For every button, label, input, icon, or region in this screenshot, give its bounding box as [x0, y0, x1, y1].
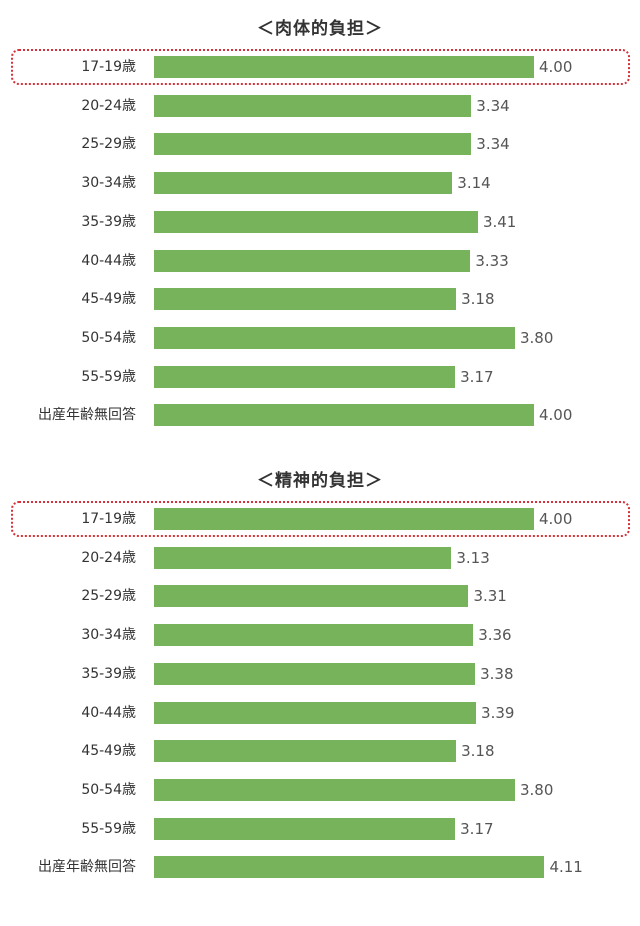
category-label: 25-29歳	[81, 136, 136, 152]
category-label: 17-19歳	[81, 511, 136, 527]
category-label: 55-59歳	[81, 369, 136, 385]
value-label: 3.31	[473, 587, 507, 605]
bar	[154, 95, 472, 117]
highlight-box	[11, 49, 630, 85]
value-label: 3.38	[480, 665, 514, 683]
bar	[154, 740, 457, 762]
bar	[154, 172, 453, 194]
bar	[154, 856, 545, 878]
bar-row: 20-24歳 3.34	[0, 87, 640, 125]
category-label: 35-39歳	[81, 214, 136, 230]
bar-row: 出産年齢無回答 4.11	[0, 848, 640, 886]
bar-row: 20-24歳 3.13	[0, 539, 640, 577]
bar	[154, 547, 452, 569]
bar-row: 50-54歳 3.80	[0, 771, 640, 809]
bar-row: 55-59歳 3.17	[0, 358, 640, 396]
bar-row: 30-34歳 3.14	[0, 164, 640, 202]
category-label: 20-24歳	[81, 550, 136, 566]
value-label: 4.11	[549, 858, 583, 876]
value-label: 4.00	[539, 406, 573, 424]
bar-row: 30-34歳 3.36	[0, 616, 640, 654]
category-label: 17-19歳	[81, 59, 136, 75]
category-label: 45-49歳	[81, 743, 136, 759]
value-label: 3.18	[461, 742, 495, 760]
bar-row: 25-29歳 3.34	[0, 125, 640, 163]
bar	[154, 585, 469, 607]
bar	[154, 624, 474, 646]
bar	[154, 56, 534, 78]
bar-row: 35-39歳 3.41	[0, 203, 640, 241]
bar-row: 25-29歳 3.31	[0, 577, 640, 615]
category-label: 45-49歳	[81, 291, 136, 307]
value-label: 3.41	[482, 213, 517, 231]
value-label: 3.33	[475, 252, 509, 270]
bar	[154, 288, 457, 310]
value-label: 3.80	[520, 781, 554, 799]
bar-row: 55-59歳 3.17	[0, 810, 640, 848]
bar-row: 出産年齢無回答 4.00	[0, 396, 640, 434]
chart-title: ＜肉体的負担＞	[257, 19, 383, 39]
bar-row: 35-39歳 3.38	[0, 655, 640, 693]
category-label: 出産年齢無回答	[38, 407, 136, 423]
bar	[154, 404, 534, 426]
bar	[154, 133, 472, 155]
category-label: 25-29歳	[81, 588, 136, 604]
bar-row: 17-19歳 4.00	[0, 500, 640, 538]
value-label: 3.18	[461, 290, 495, 308]
value-label: 3.14	[457, 174, 491, 192]
value-label: 4.00	[539, 58, 573, 76]
bar	[154, 818, 456, 840]
category-label: 35-39歳	[81, 666, 136, 682]
value-label: 3.34	[476, 97, 510, 115]
category-label: 30-34歳	[81, 627, 136, 643]
category-label: 50-54歳	[81, 782, 136, 798]
category-label: 20-24歳	[81, 98, 136, 114]
category-label: 出産年齢無回答	[38, 859, 136, 875]
value-label: 3.80	[520, 329, 554, 347]
value-label: 3.39	[481, 704, 515, 722]
value-label: 3.34	[476, 135, 510, 153]
bar	[154, 211, 478, 233]
bar-row: 17-19歳 4.00	[0, 48, 640, 86]
chart-title: ＜精神的負担＞	[257, 471, 383, 491]
highlight-box	[11, 501, 630, 537]
bar	[154, 779, 515, 801]
category-label: 30-34歳	[81, 175, 136, 191]
bar-row: 45-49歳 3.18	[0, 732, 640, 770]
category-label: 40-44歳	[81, 705, 136, 721]
value-label: 3.17	[460, 820, 494, 838]
category-label: 40-44歳	[81, 253, 136, 269]
value-label: 3.13	[456, 549, 490, 567]
value-label: 3.36	[478, 626, 512, 644]
bar	[154, 663, 476, 685]
bar-row: 50-54歳 3.80	[0, 319, 640, 357]
category-label: 55-59歳	[81, 821, 136, 837]
value-label: 4.00	[539, 510, 573, 528]
bar	[154, 366, 456, 388]
bar	[154, 508, 534, 530]
value-label: 3.17	[460, 368, 494, 386]
bar-row: 40-44歳 3.39	[0, 694, 640, 732]
bar-row: 40-44歳 3.33	[0, 242, 640, 280]
bar	[154, 250, 471, 272]
bar	[154, 702, 477, 724]
bar	[154, 327, 515, 349]
category-label: 50-54歳	[81, 330, 136, 346]
bar-row: 45-49歳 3.18	[0, 280, 640, 318]
